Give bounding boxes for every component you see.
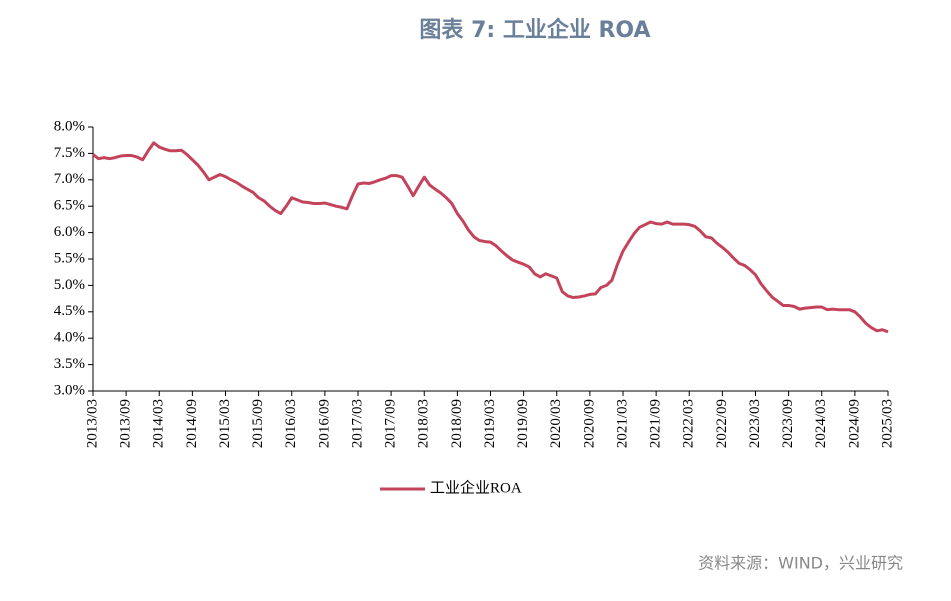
y-tick-label: 7.5% — [54, 145, 85, 161]
x-tick-label: 2017/09 — [383, 399, 399, 448]
x-tick-label: 2017/03 — [349, 399, 365, 448]
source-note: 资料来源：WIND，兴业研究 — [698, 554, 903, 573]
x-tick-label: 2019/09 — [515, 399, 531, 448]
x-tick-label: 2023/03 — [747, 399, 763, 448]
x-tick-label: 2024/03 — [813, 399, 829, 448]
x-tick-label: 2022/03 — [681, 399, 697, 448]
x-tick-label: 2015/03 — [217, 399, 233, 448]
x-tick-label: 2025/03 — [879, 399, 895, 448]
y-tick-label: 4.5% — [54, 303, 85, 319]
x-tick-label: 2013/09 — [118, 399, 134, 448]
y-tick-label: 3.5% — [54, 356, 85, 372]
y-tick-label: 6.5% — [54, 198, 85, 214]
x-tick-label: 2022/09 — [714, 399, 730, 448]
chart-title: 图表 7: 工业企业 ROA — [419, 17, 650, 43]
y-tick-label: 5.5% — [54, 250, 85, 266]
x-tick-label: 2018/03 — [416, 399, 432, 448]
x-tick-label: 2014/03 — [151, 399, 167, 448]
x-tick-label: 2015/09 — [250, 399, 266, 448]
y-tick-label: 5.0% — [54, 277, 85, 293]
x-tick-label: 2013/03 — [84, 399, 100, 448]
y-tick-label: 8.0% — [54, 118, 85, 134]
y-tick-label: 7.0% — [54, 171, 85, 187]
series-line — [92, 141, 889, 334]
y-tick-label: 4.0% — [54, 330, 85, 346]
x-tick-label: 2020/09 — [581, 399, 597, 448]
x-tick-label: 2024/09 — [846, 399, 862, 448]
x-tick-label: 2020/03 — [548, 399, 564, 448]
x-tick-label: 2023/09 — [780, 399, 796, 448]
x-tick-label: 2019/03 — [482, 399, 498, 448]
y-tick-label: 3.0% — [54, 382, 85, 398]
x-tick-label: 2014/09 — [184, 399, 200, 448]
x-tick-label: 2016/03 — [283, 399, 299, 448]
x-tick-label: 2021/03 — [614, 399, 630, 448]
y-tick-label: 6.0% — [54, 224, 85, 240]
x-tick-label: 2016/09 — [316, 399, 332, 448]
x-tick-label: 2018/09 — [449, 399, 465, 448]
legend-label: 工业企业ROA — [430, 478, 522, 496]
x-tick-label: 2021/09 — [648, 399, 664, 448]
